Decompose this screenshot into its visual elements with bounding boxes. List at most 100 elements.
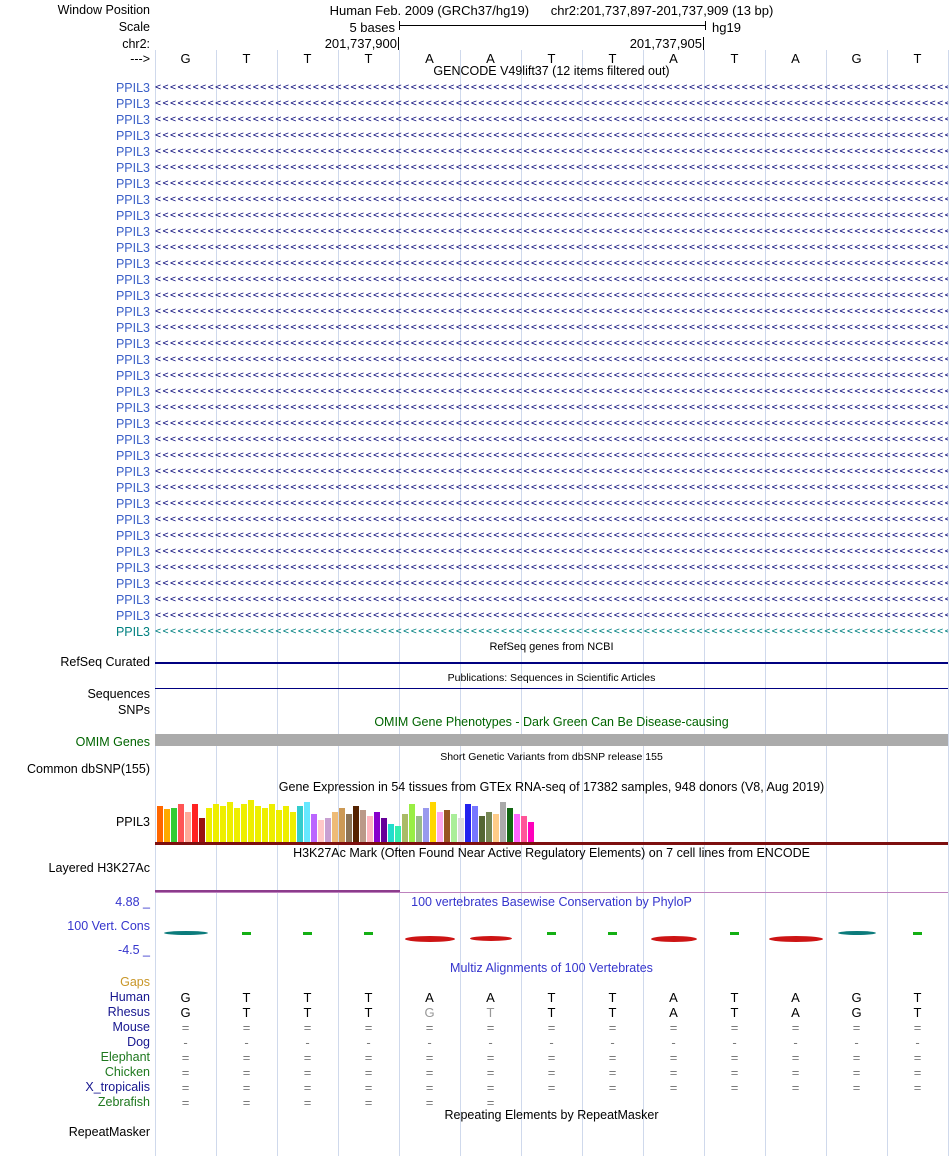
- gencode-transcript[interactable]: <<<<<<<<<<<<<<<<<<<<<<<<<<<<<<<<<<<<<<<<…: [155, 258, 948, 269]
- gencode-transcript[interactable]: <<<<<<<<<<<<<<<<<<<<<<<<<<<<<<<<<<<<<<<<…: [155, 194, 948, 205]
- gencode-transcript[interactable]: <<<<<<<<<<<<<<<<<<<<<<<<<<<<<<<<<<<<<<<<…: [155, 386, 948, 397]
- gtex-bar[interactable]: [444, 810, 450, 842]
- multiz-species-label[interactable]: Elephant: [100, 1050, 150, 1064]
- gtex-bar[interactable]: [269, 804, 275, 842]
- gtex-bar[interactable]: [318, 820, 324, 842]
- gtex-bar[interactable]: [164, 809, 170, 842]
- gtex-bar[interactable]: [283, 806, 289, 842]
- gencode-item-label[interactable]: PPIL3: [115, 433, 150, 447]
- gencode-title[interactable]: GENCODE V49lift37 (12 items filtered out…: [433, 64, 670, 78]
- gtex-bar[interactable]: [199, 818, 205, 842]
- gtex-bar[interactable]: [192, 804, 198, 842]
- multiz-species-label[interactable]: X_tropicalis: [85, 1080, 150, 1094]
- gencode-transcript[interactable]: <<<<<<<<<<<<<<<<<<<<<<<<<<<<<<<<<<<<<<<<…: [155, 450, 948, 461]
- gtex-bar[interactable]: [500, 802, 506, 842]
- gencode-item-label[interactable]: PPIL3: [115, 193, 150, 207]
- gencode-transcript[interactable]: <<<<<<<<<<<<<<<<<<<<<<<<<<<<<<<<<<<<<<<<…: [155, 498, 948, 509]
- gtex-bar[interactable]: [227, 802, 233, 842]
- gencode-item-label[interactable]: PPIL3: [115, 609, 150, 623]
- gencode-transcript[interactable]: <<<<<<<<<<<<<<<<<<<<<<<<<<<<<<<<<<<<<<<<…: [155, 578, 948, 589]
- gtex-bar[interactable]: [185, 812, 191, 842]
- gencode-item-label[interactable]: PPIL3: [115, 385, 150, 399]
- gencode-item-label[interactable]: PPIL3: [115, 577, 150, 591]
- gtex-bar[interactable]: [479, 816, 485, 842]
- gencode-transcript[interactable]: <<<<<<<<<<<<<<<<<<<<<<<<<<<<<<<<<<<<<<<<…: [155, 114, 948, 125]
- gencode-item-label[interactable]: PPIL3: [115, 561, 150, 575]
- gtex-bar[interactable]: [332, 812, 338, 842]
- h3k27ac-label[interactable]: Layered H3K27Ac: [48, 861, 150, 875]
- gtex-bar[interactable]: [437, 812, 443, 842]
- gtex-bar[interactable]: [241, 804, 247, 842]
- gtex-bar[interactable]: [458, 818, 464, 842]
- gencode-transcript[interactable]: <<<<<<<<<<<<<<<<<<<<<<<<<<<<<<<<<<<<<<<<…: [155, 162, 948, 173]
- gtex-bar[interactable]: [297, 806, 303, 842]
- gtex-bar[interactable]: [472, 806, 478, 842]
- h3k27ac-title[interactable]: H3K27Ac Mark (Often Found Near Active Re…: [293, 846, 810, 860]
- gencode-transcript[interactable]: <<<<<<<<<<<<<<<<<<<<<<<<<<<<<<<<<<<<<<<<…: [155, 338, 948, 349]
- gtex-bar[interactable]: [346, 814, 352, 842]
- gtex-bar[interactable]: [374, 812, 380, 842]
- multiz-species-label[interactable]: Chicken: [104, 1065, 150, 1079]
- gtex-bar[interactable]: [528, 822, 534, 842]
- gtex-bar[interactable]: [416, 816, 422, 842]
- multiz-species-label[interactable]: Rhesus: [107, 1005, 150, 1019]
- gtex-bar[interactable]: [213, 804, 219, 842]
- gencode-transcript[interactable]: <<<<<<<<<<<<<<<<<<<<<<<<<<<<<<<<<<<<<<<<…: [155, 418, 948, 429]
- omim-genes-label[interactable]: OMIM Genes: [75, 735, 150, 749]
- gencode-item-label[interactable]: PPIL3: [115, 113, 150, 127]
- gencode-item-label[interactable]: PPIL3: [115, 289, 150, 303]
- gencode-item-label[interactable]: PPIL3: [115, 241, 150, 255]
- multiz-title[interactable]: Multiz Alignments of 100 Vertebrates: [450, 961, 653, 975]
- gencode-transcript[interactable]: <<<<<<<<<<<<<<<<<<<<<<<<<<<<<<<<<<<<<<<<…: [155, 370, 948, 381]
- gencode-transcript[interactable]: <<<<<<<<<<<<<<<<<<<<<<<<<<<<<<<<<<<<<<<<…: [155, 466, 948, 477]
- gencode-item-label[interactable]: PPIL3: [115, 545, 150, 559]
- gtex-bar[interactable]: [262, 808, 268, 842]
- gtex-bar[interactable]: [360, 810, 366, 842]
- gencode-item-label[interactable]: PPIL3: [115, 209, 150, 223]
- gtex-bar[interactable]: [206, 808, 212, 842]
- gencode-item-label[interactable]: PPIL3: [115, 81, 150, 95]
- gtex-bar[interactable]: [423, 808, 429, 842]
- gencode-transcript[interactable]: <<<<<<<<<<<<<<<<<<<<<<<<<<<<<<<<<<<<<<<<…: [155, 98, 948, 109]
- gencode-item-label[interactable]: PPIL3: [115, 321, 150, 335]
- gtex-bar[interactable]: [276, 810, 282, 842]
- gtex-bar[interactable]: [451, 814, 457, 842]
- gencode-item-label[interactable]: PPIL3: [115, 369, 150, 383]
- gencode-transcript[interactable]: <<<<<<<<<<<<<<<<<<<<<<<<<<<<<<<<<<<<<<<<…: [155, 610, 948, 621]
- gencode-item-label[interactable]: PPIL3: [115, 529, 150, 543]
- gtex-bar[interactable]: [157, 806, 163, 842]
- gtex-bar[interactable]: [325, 818, 331, 842]
- gencode-transcript[interactable]: <<<<<<<<<<<<<<<<<<<<<<<<<<<<<<<<<<<<<<<<…: [155, 306, 948, 317]
- gencode-item-label[interactable]: PPIL3: [115, 465, 150, 479]
- gencode-transcript[interactable]: <<<<<<<<<<<<<<<<<<<<<<<<<<<<<<<<<<<<<<<<…: [155, 290, 948, 301]
- gtex-bar[interactable]: [171, 808, 177, 842]
- gtex-bar[interactable]: [493, 814, 499, 842]
- gencode-item-label[interactable]: PPIL3: [115, 305, 150, 319]
- phylop-track-label[interactable]: 100 Vert. Cons: [67, 919, 150, 933]
- multiz-species-label[interactable]: Zebrafish: [97, 1095, 150, 1109]
- gencode-transcript[interactable]: <<<<<<<<<<<<<<<<<<<<<<<<<<<<<<<<<<<<<<<<…: [155, 130, 948, 141]
- gtex-bar[interactable]: [388, 824, 394, 842]
- phylop-title[interactable]: 100 vertebrates Basewise Conservation by…: [411, 895, 692, 909]
- gencode-transcript[interactable]: <<<<<<<<<<<<<<<<<<<<<<<<<<<<<<<<<<<<<<<<…: [155, 274, 948, 285]
- gtex-bar[interactable]: [290, 812, 296, 842]
- gtex-bar[interactable]: [304, 802, 310, 842]
- publications-item-line[interactable]: [155, 688, 948, 689]
- gencode-transcript[interactable]: <<<<<<<<<<<<<<<<<<<<<<<<<<<<<<<<<<<<<<<<…: [155, 626, 948, 637]
- gencode-item-label[interactable]: PPIL3: [115, 497, 150, 511]
- gencode-transcript[interactable]: <<<<<<<<<<<<<<<<<<<<<<<<<<<<<<<<<<<<<<<<…: [155, 562, 948, 573]
- gtex-bar[interactable]: [395, 826, 401, 842]
- sequences-label[interactable]: Sequences: [87, 687, 150, 701]
- gtex-bar[interactable]: [465, 804, 471, 842]
- gencode-item-label[interactable]: PPIL3: [115, 593, 150, 607]
- gencode-item-label[interactable]: PPIL3: [115, 129, 150, 143]
- gencode-transcript[interactable]: <<<<<<<<<<<<<<<<<<<<<<<<<<<<<<<<<<<<<<<<…: [155, 594, 948, 605]
- gencode-transcript[interactable]: <<<<<<<<<<<<<<<<<<<<<<<<<<<<<<<<<<<<<<<<…: [155, 354, 948, 365]
- gencode-item-label[interactable]: PPIL3: [115, 177, 150, 191]
- gencode-transcript[interactable]: <<<<<<<<<<<<<<<<<<<<<<<<<<<<<<<<<<<<<<<<…: [155, 546, 948, 557]
- gtex-bar[interactable]: [381, 818, 387, 842]
- gencode-item-label[interactable]: PPIL3: [115, 481, 150, 495]
- gencode-transcript[interactable]: <<<<<<<<<<<<<<<<<<<<<<<<<<<<<<<<<<<<<<<<…: [155, 514, 948, 525]
- gencode-item-label[interactable]: PPIL3: [115, 401, 150, 415]
- refseq-item-line[interactable]: [155, 662, 948, 664]
